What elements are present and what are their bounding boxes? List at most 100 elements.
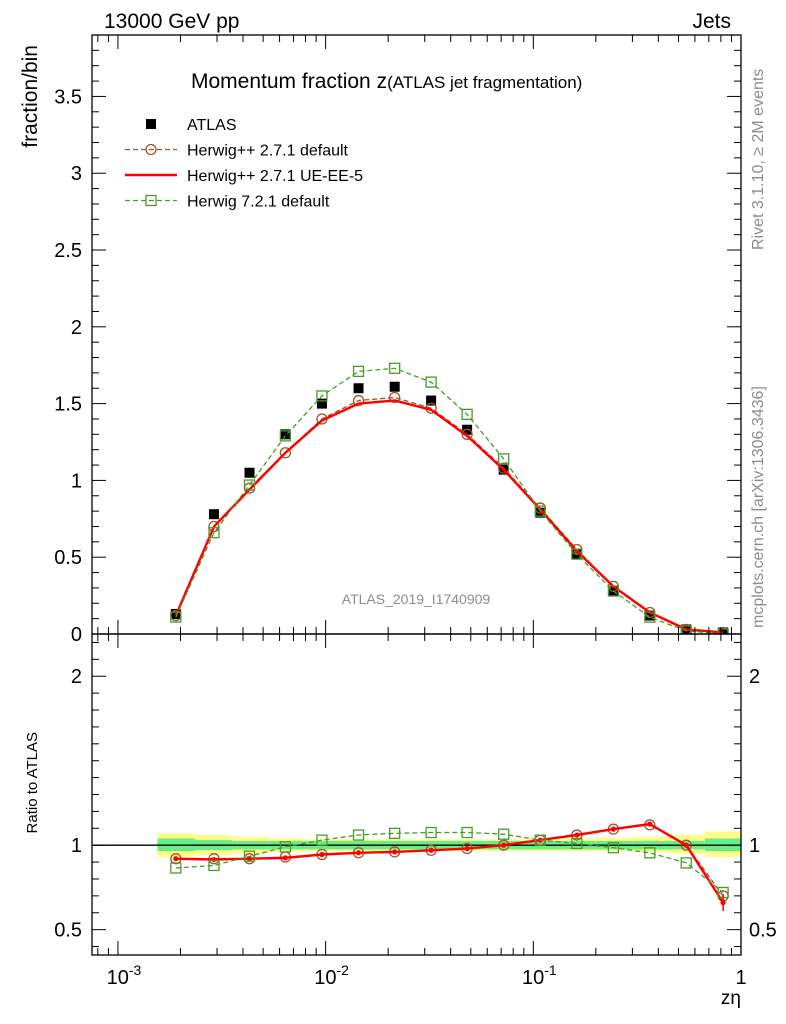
main-y-tick-label: 3.5 [54, 86, 82, 108]
main-data-point [316, 390, 328, 402]
ratio-data-point [279, 841, 292, 853]
legend-swatch-marker [146, 119, 156, 129]
main-data-point [389, 362, 401, 374]
ratio-data-point [498, 828, 510, 840]
main-series-line [174, 399, 724, 634]
mcplots-label: mcplots.cern.ch [arXiv:1306.3436] [750, 386, 767, 628]
main-panel: 0 0.5 1 1.5 2 2.5 3 3.5 [54, 34, 742, 646]
main-y-tick-label: 2 [71, 317, 82, 339]
main-data-point [571, 548, 583, 560]
ratio-data-point [644, 847, 656, 859]
ratio-y-tick-label: 1 [71, 835, 82, 857]
main-data-point [644, 611, 656, 623]
main-data-point [352, 394, 365, 407]
main-data-point [208, 526, 220, 539]
main-data-point [461, 408, 473, 421]
main-data-point [279, 430, 292, 442]
ratio-data-point [243, 850, 256, 862]
analysis-watermark: ATLAS_2019_I1740909 [342, 591, 491, 607]
chart-title-sub: (ATLAS jet fragmentation) [387, 73, 582, 92]
main-y-tick-label: 3 [71, 163, 82, 185]
ratio-series-line [175, 831, 724, 894]
legend-entry: Herwig++ 2.7.1 UE-EE-5 [125, 168, 363, 185]
main-data-point [244, 467, 255, 478]
ratio-data-point [319, 851, 325, 858]
ratio-data-point [574, 832, 580, 838]
ratio-series-2 [170, 826, 729, 899]
ratio-series-1 [173, 821, 726, 906]
ratio-data-point [680, 839, 692, 851]
ratio-data-point [501, 842, 507, 848]
rivet-label: Rivet 3.1.10, ≥ 2M events [750, 69, 767, 250]
legend-label: Herwig 7.2.1 default [187, 194, 330, 211]
ratio-y-tick-label: 2 [71, 666, 82, 688]
x-tick-exponent: -2 [337, 962, 350, 978]
main-data-point [353, 383, 364, 394]
main-data-point [352, 365, 365, 378]
x-tick-label: 10-3 [107, 962, 142, 989]
main-series-2 [174, 399, 724, 634]
category-label: Jets [692, 10, 731, 33]
main-data-point [280, 429, 291, 440]
ratio-y-tick-label-right: 0.5 [749, 920, 777, 942]
x-tick-base: 10 [314, 967, 336, 989]
legend-entry: Herwig 7.2.1 default [125, 194, 330, 211]
main-data-point [243, 479, 256, 491]
ratio-data-point [680, 857, 692, 869]
energy-label: 13000 GeV pp [104, 10, 239, 33]
legend: ATLAS Herwig++ 2.7.1 default Herwig++ 2.7.… [125, 117, 363, 211]
ratio-y-tick-label: 0.5 [54, 920, 82, 942]
main-series-line [175, 367, 724, 634]
chart-title-main: Momentum fraction z [191, 70, 387, 93]
ratio-data-point [392, 849, 398, 855]
main-y-tick-label: 1 [71, 470, 82, 492]
ratio-data-point [316, 834, 328, 846]
ratio-data-point [389, 827, 401, 840]
legend-swatch-marker [145, 143, 157, 156]
ratio-data-point [647, 821, 653, 827]
ratio-panel: 10-3 10-2 10-1 10.5 0.51 12 2 [54, 633, 777, 989]
main-data-point [389, 391, 401, 404]
ratio-series-line [175, 822, 725, 904]
ratio-data-point [683, 842, 689, 848]
ratio-data-point [464, 845, 470, 852]
ratio-data-point [428, 847, 434, 853]
main-series-layer [170, 362, 729, 634]
ratio-data-point [461, 826, 473, 839]
main-y-tick-label: 2.5 [54, 240, 82, 262]
ratio-y-tick-label-right: 1 [749, 835, 760, 857]
main-data-point [717, 628, 729, 634]
main-data-point [426, 395, 437, 406]
main-series-3 [170, 362, 729, 634]
main-y-tick-label: 0 [71, 624, 82, 646]
ratio-data-point [425, 826, 437, 839]
ratio-data-point [170, 862, 182, 874]
x-tick-base: 10 [522, 967, 544, 989]
y-axis-title-main: fraction/bin [19, 45, 42, 148]
legend-label: ATLAS [187, 117, 237, 134]
x-tick-base: 1 [735, 967, 746, 989]
x-tick-label: 1 [735, 967, 746, 989]
x-tick-exponent: -3 [129, 962, 142, 978]
main-data-point [316, 398, 327, 409]
main-data-point [498, 462, 510, 474]
main-data-point [425, 376, 437, 388]
main-data-point [389, 381, 400, 392]
chart-title: Momentum fraction z(ATLAS jet fragmentat… [191, 70, 582, 93]
legend-entry: Herwig++ 2.7.1 default [125, 143, 349, 160]
ratio-y-tick-label-right: 2 [749, 666, 760, 688]
legend-label: Herwig++ 2.7.1 UE-EE-5 [187, 168, 363, 185]
x-tick-label: 10-2 [314, 962, 349, 989]
main-data-point [607, 585, 620, 597]
ratio-series-layer [170, 819, 729, 906]
ratio-data-point [355, 850, 362, 856]
ratio-data-point [534, 834, 546, 846]
x-axis-title: zη [721, 988, 741, 1009]
main-y-tick-label: 1.5 [54, 394, 82, 416]
legend-swatch-marker [145, 194, 157, 207]
ratio-data-point [352, 829, 365, 841]
main-data-point [461, 428, 473, 440]
legend-entry: ATLAS [146, 117, 237, 134]
ratio-data-point [211, 856, 217, 863]
